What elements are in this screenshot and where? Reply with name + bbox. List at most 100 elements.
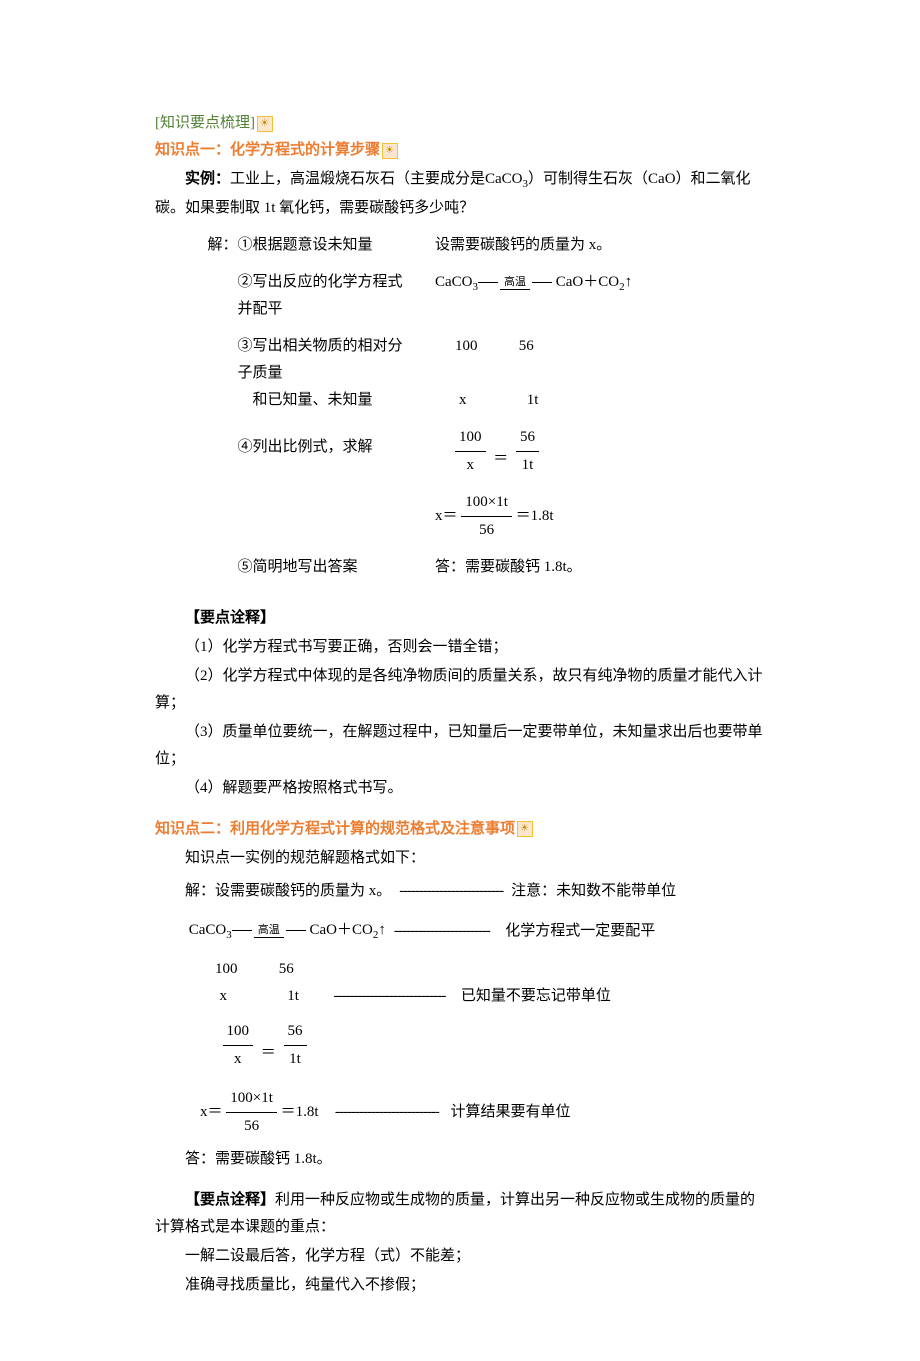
mass1: 100 [455, 333, 515, 360]
kp2-heading: 知识点二：利用化学方程式计算的规范格式及注意事项 [155, 821, 515, 837]
step4-row: ④列出比例式，求解 100 x ＝ 56 1t [155, 424, 765, 479]
calc2-frac: 100×1t 56 [226, 1085, 277, 1140]
calc-right: x＝ 100×1t 56 ＝1.8t [405, 489, 765, 544]
kp2-intro: 知识点一实例的规范解题格式如下： [155, 845, 765, 872]
step3-vals: 100 56 [405, 333, 765, 387]
calc2-prefix: x＝ [200, 1104, 223, 1120]
eq-arrow: ↑ [625, 274, 633, 290]
frac2-top: 56 [516, 424, 539, 452]
step5-row: ⑤简明地写出答案 答：需要碳酸钙 1.8t。 [155, 554, 765, 581]
sol-label: 解： [208, 237, 238, 253]
dash3: ---------------------------- [320, 983, 453, 1010]
step2-right: CaCO3高温 CaO＋CO2↑ [405, 269, 765, 323]
calc-result: ＝1.8t [516, 508, 554, 524]
annot2-left: CaCO3高温 CaO＋CO2↑ [155, 917, 386, 946]
condition-gaowen2: 高温 [254, 924, 284, 938]
interp3: （3）质量单位要统一，在解题过程中，已知量后一定要带单位，未知量求出后也要带单位… [155, 719, 765, 773]
step4-right: 100 x ＝ 56 1t [405, 424, 765, 479]
frac2-bot: 1t [516, 452, 539, 479]
eq-line-3 [232, 930, 252, 931]
note4: 计算结果要有单位 [447, 1099, 571, 1126]
note3-text: 已知量不要忘记带单位 [461, 988, 611, 1004]
eq2-caco: CaCO [189, 922, 227, 938]
step3-row: ③写出相关物质的相对分子质量 100 56 [155, 333, 765, 387]
frac2b: 56 1t [284, 1018, 307, 1073]
mass2: 56 [519, 338, 534, 354]
annot4: x＝ 100×1t 56 ＝1.8t ---------------------… [155, 1085, 765, 1140]
eq-line-4 [286, 930, 306, 931]
frac1b: 100 x [223, 1018, 254, 1073]
kp2-answer: 答：需要碳酸钙 1.8t。 [155, 1146, 765, 1173]
calc-prefix: x＝ [435, 508, 458, 524]
calc-row: x＝ 100×1t 56 ＝1.8t [155, 489, 765, 544]
step1-right: 设需要碳酸钙的质量为 x。 [405, 232, 765, 259]
frac1b-top: 100 [223, 1018, 254, 1046]
step1-label: ①根据题意设未知量 [238, 237, 373, 253]
interp2: （2）化学方程式中体现的是各纯净物质间的质量关系，故只有纯净物的质量才能代入计算… [155, 663, 765, 717]
vals2b: x 1t [155, 983, 320, 1010]
example-text1: 工业上，高温煅烧石灰石（主要成分是CaCO [230, 171, 523, 187]
note4-text: 计算结果要有单位 [450, 1104, 570, 1120]
interp-label: 【要点诠释】 [155, 605, 765, 632]
annot2: CaCO3高温 CaO＋CO2↑ -----------------------… [155, 917, 765, 946]
calc2-top: 100×1t [226, 1085, 277, 1113]
annot1: 解：设需要碳酸钙的质量为 x。 ------------------------… [155, 878, 765, 905]
example-para: 实例：工业上，高温煅烧石灰石（主要成分是CaCO3）可制得生石灰（CaO）和二氧… [155, 166, 765, 222]
vals2: 100 56 [155, 956, 294, 983]
calc-top: 100×1t [461, 489, 512, 517]
step2-row: ②写出反应的化学方程式并配平 CaCO3高温 CaO＋CO2↑ [155, 269, 765, 323]
annot1-left: 解：设需要碳酸钙的质量为 x。 [155, 878, 391, 905]
dash1: -------------------------- [391, 878, 511, 905]
frac2-row: 100 x ＝ 56 1t [155, 1018, 765, 1073]
sun-icon [257, 116, 273, 132]
kp2-heading-row: 知识点二：利用化学方程式计算的规范格式及注意事项 [155, 816, 765, 843]
frac1b-bot: x [223, 1046, 254, 1073]
calc2-left: x＝ 100×1t 56 ＝1.8t [155, 1085, 319, 1140]
step5-right: 答：需要碳酸钙 1.8t。 [405, 554, 765, 581]
mass2b: 56 [279, 961, 294, 977]
eq2-arrow: ↑ [378, 922, 386, 938]
eq-cao: CaO＋CO [556, 274, 619, 290]
kp2-interp-span: 【要点诠释】利用一种反应物或生成物的质量，计算出另一种反应物或生成物的质量的计算… [155, 1192, 755, 1235]
section-intro-row: [知识要点梳理] [155, 110, 765, 137]
sun-icon [517, 821, 533, 837]
note1: 注意：未知数不能带单位 [511, 878, 676, 905]
eq2-cao: CaO＋CO [310, 922, 373, 938]
kp1-heading: 知识点一：化学方程式的计算步骤 [155, 142, 380, 158]
calc-frac: 100×1t 56 [461, 489, 512, 544]
note2: 化学方程式一定要配平 [498, 918, 656, 945]
note3: 已知量不要忘记带单位 [453, 983, 611, 1010]
step4-left: ④列出比例式，求解 [155, 424, 405, 479]
step3b-row: 和已知量、未知量 x 1t [155, 387, 765, 414]
interp4: （4）解题要严格按照格式书写。 [155, 775, 765, 802]
frac2b-top: 56 [284, 1018, 307, 1046]
note2-text: 化学方程式一定要配平 [505, 923, 655, 939]
eq-sign: ＝ [493, 451, 508, 467]
known2: 1t [527, 392, 539, 408]
calc-left [155, 489, 405, 544]
poem1: 一解二设最后答，化学方程（式）不能差； [155, 1243, 765, 1270]
eq-caco: CaCO [435, 274, 473, 290]
condition-gaowen: 高温 [500, 276, 530, 290]
poem2: 准确寻找质量比，纯量代入不掺假； [155, 1272, 765, 1299]
interp1: （1）化学方程式书写要正确，否则会一错全错； [155, 634, 765, 661]
frac1: 100 x [455, 424, 486, 479]
kp1-heading-row: 知识点一：化学方程式的计算步骤 [155, 137, 765, 164]
step3b-vals: x 1t [405, 387, 765, 414]
known1b: x [220, 983, 284, 1010]
frac1-bot: x [455, 452, 486, 479]
calc-bot: 56 [461, 517, 512, 544]
eq-sign2: ＝ [261, 1045, 276, 1061]
frac1-top: 100 [455, 424, 486, 452]
known1: x [459, 387, 523, 414]
interp2-text: （2）化学方程式中体现的是各纯净物质间的质量关系，故只有纯净物的质量才能代入计算… [155, 668, 763, 711]
eq-line-1 [478, 282, 498, 283]
step2-left: ②写出反应的化学方程式并配平 [155, 269, 405, 323]
intro-label: [知识要点梳理] [155, 115, 255, 131]
step1-left: 解：①根据题意设未知量 [155, 232, 405, 259]
calc2-result: ＝1.8t [281, 1104, 319, 1120]
example-label: 实例： [185, 171, 230, 187]
sun-icon [382, 143, 398, 159]
calc2-bot: 56 [226, 1113, 277, 1140]
dash2: ------------------------ [386, 918, 498, 945]
